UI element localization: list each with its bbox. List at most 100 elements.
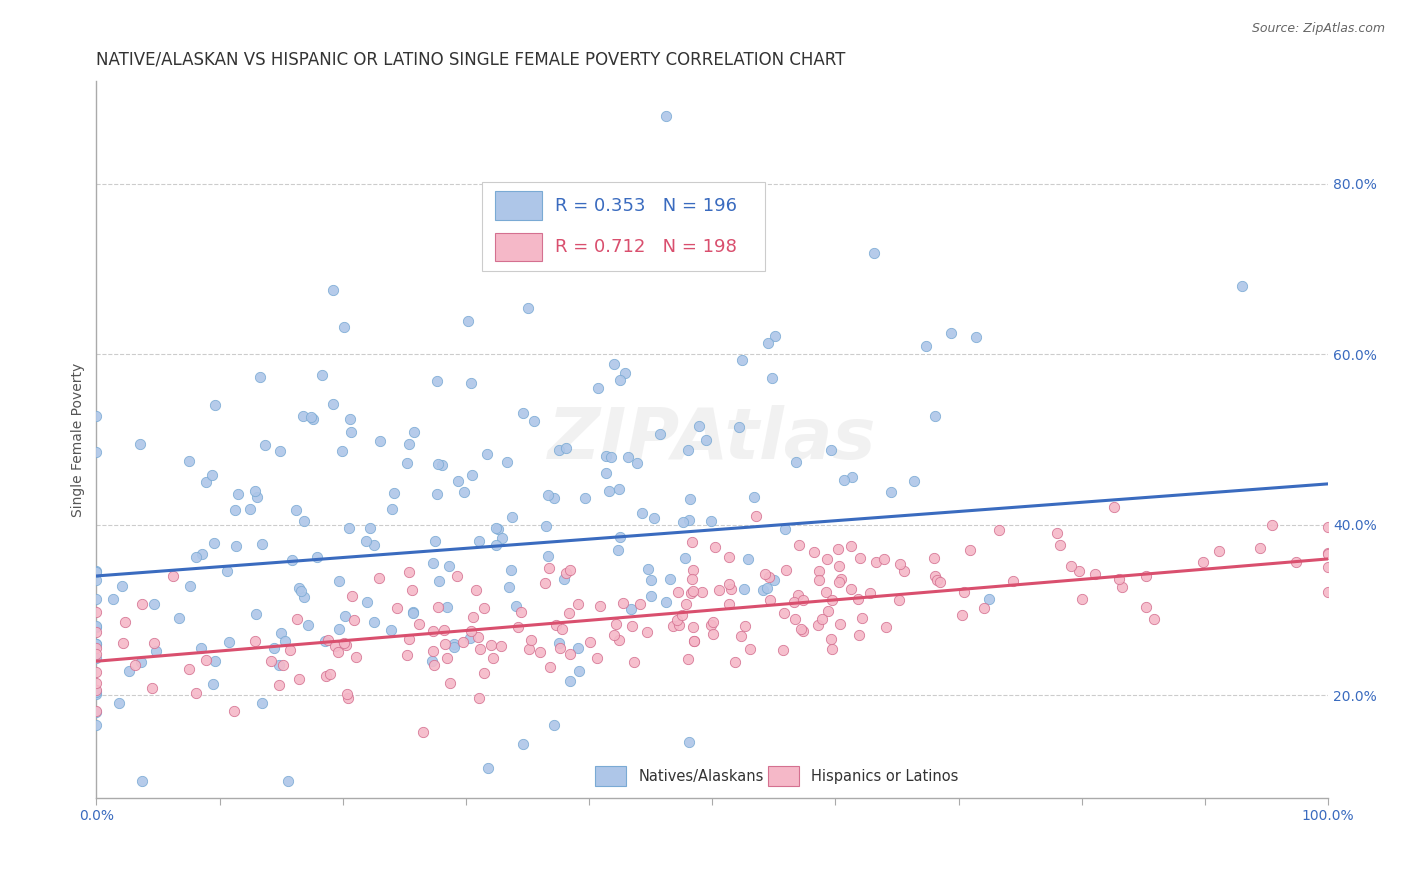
Point (287, 612, 309, 626)
Point (704, 540, 727, 554)
Point (659, 572, 682, 586)
Point (191, 547, 214, 561)
Point (1317, 546, 1340, 560)
Text: Natives/Alaskans: Natives/Alaskans (638, 769, 763, 784)
Point (1208, 544, 1230, 558)
Point (292, 514, 315, 528)
Point (682, 634, 704, 648)
Point (973, 601, 995, 615)
FancyBboxPatch shape (495, 233, 543, 261)
Point (782, 595, 804, 609)
Point (547, 442, 569, 457)
Point (260, 654, 283, 668)
Point (433, 637, 456, 651)
Point (690, 585, 713, 599)
Point (724, 655, 747, 669)
Point (443, 640, 465, 654)
Point (292, 590, 315, 604)
Point (1317, 520, 1340, 534)
Point (499, 563, 522, 577)
Point (204, 654, 226, 668)
Point (250, 696, 273, 710)
Point (387, 601, 409, 615)
Point (841, 470, 863, 484)
Point (700, 515, 723, 529)
Point (269, 678, 291, 692)
Point (86, 637, 108, 651)
Point (336, 687, 359, 701)
Point (672, 516, 695, 530)
Point (249, 370, 271, 384)
Point (560, 673, 582, 688)
Point (142, 597, 165, 611)
Point (1046, 525, 1069, 540)
Point (841, 582, 863, 597)
Point (600, 450, 623, 464)
Point (821, 641, 844, 656)
Point (666, 613, 689, 627)
Point (243, 484, 266, 499)
Point (1261, 517, 1284, 532)
Point (752, 583, 775, 598)
Point (720, 582, 742, 597)
Point (865, 555, 887, 569)
Point (461, 609, 484, 624)
Point (810, 612, 832, 626)
Point (1317, 584, 1340, 599)
Point (903, 474, 925, 488)
Point (186, 686, 208, 700)
Point (607, 632, 630, 647)
Point (548, 641, 571, 656)
Point (755, 581, 778, 595)
Point (86, 624, 108, 639)
Point (335, 638, 357, 652)
Point (682, 563, 704, 577)
Point (517, 301, 540, 316)
Point (128, 437, 150, 451)
Point (179, 454, 201, 468)
Point (1002, 574, 1025, 588)
Point (111, 635, 134, 649)
Text: R = 0.712   N = 198: R = 0.712 N = 198 (554, 238, 737, 256)
Point (875, 620, 897, 634)
Point (340, 589, 363, 603)
Point (224, 502, 246, 516)
Point (333, 320, 356, 334)
Point (817, 604, 839, 618)
Point (86, 564, 108, 578)
Point (447, 474, 470, 488)
Point (426, 487, 449, 501)
Point (914, 339, 936, 353)
Point (307, 550, 329, 565)
Point (344, 650, 367, 665)
Point (595, 466, 617, 480)
Point (398, 437, 420, 451)
Point (468, 691, 491, 706)
Point (1135, 599, 1157, 614)
Point (426, 600, 449, 615)
Point (675, 597, 697, 611)
Point (86, 641, 108, 656)
Point (832, 473, 855, 487)
Point (620, 618, 643, 632)
Point (889, 558, 911, 572)
Point (574, 491, 596, 505)
Point (382, 486, 405, 500)
Point (640, 590, 662, 604)
Point (873, 552, 896, 566)
Point (631, 506, 654, 520)
Point (453, 484, 475, 499)
Point (505, 599, 527, 613)
Point (86, 718, 108, 732)
Point (785, 455, 807, 469)
Text: NATIVE/ALASKAN VS HISPANIC OR LATINO SINGLE FEMALE POVERTY CORRELATION CHART: NATIVE/ALASKAN VS HISPANIC OR LATINO SIN… (97, 51, 846, 69)
Point (332, 636, 354, 650)
Point (433, 623, 456, 637)
Point (808, 573, 831, 587)
Point (553, 572, 575, 586)
Point (420, 654, 443, 668)
Point (718, 577, 741, 591)
Point (86, 619, 108, 633)
Point (204, 398, 226, 412)
Point (702, 627, 724, 641)
